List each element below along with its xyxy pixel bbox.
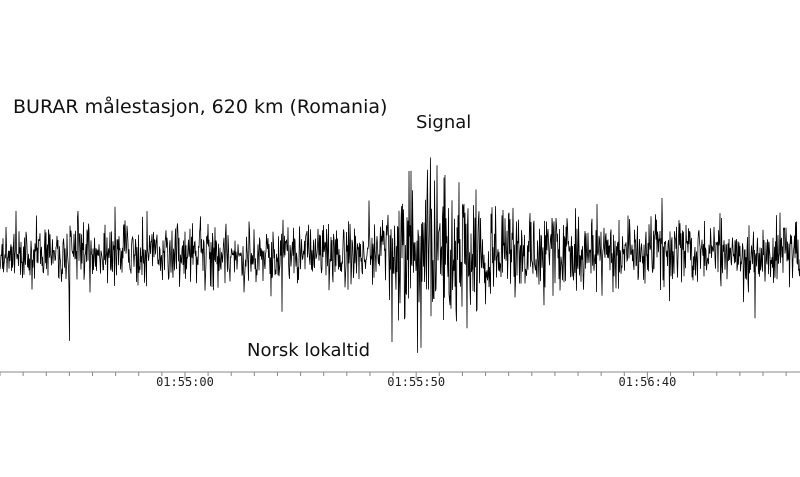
x-tick-label: 01:55:50	[387, 375, 445, 389]
chart-title: BURAR målestasjon, 620 km (Romania)	[13, 96, 388, 118]
x-tick-label: 01:55:00	[156, 375, 214, 389]
x-tick-label: 01:56:40	[619, 375, 677, 389]
signal-annotation: Signal	[416, 112, 472, 133]
time-axis-ticks: 01:55:00 01:55:50 01:56:40	[0, 372, 787, 389]
seismic-trace-line	[0, 157, 800, 353]
x-axis-label: Norsk lokaltid	[247, 340, 371, 361]
seismic-trace	[0, 157, 800, 353]
